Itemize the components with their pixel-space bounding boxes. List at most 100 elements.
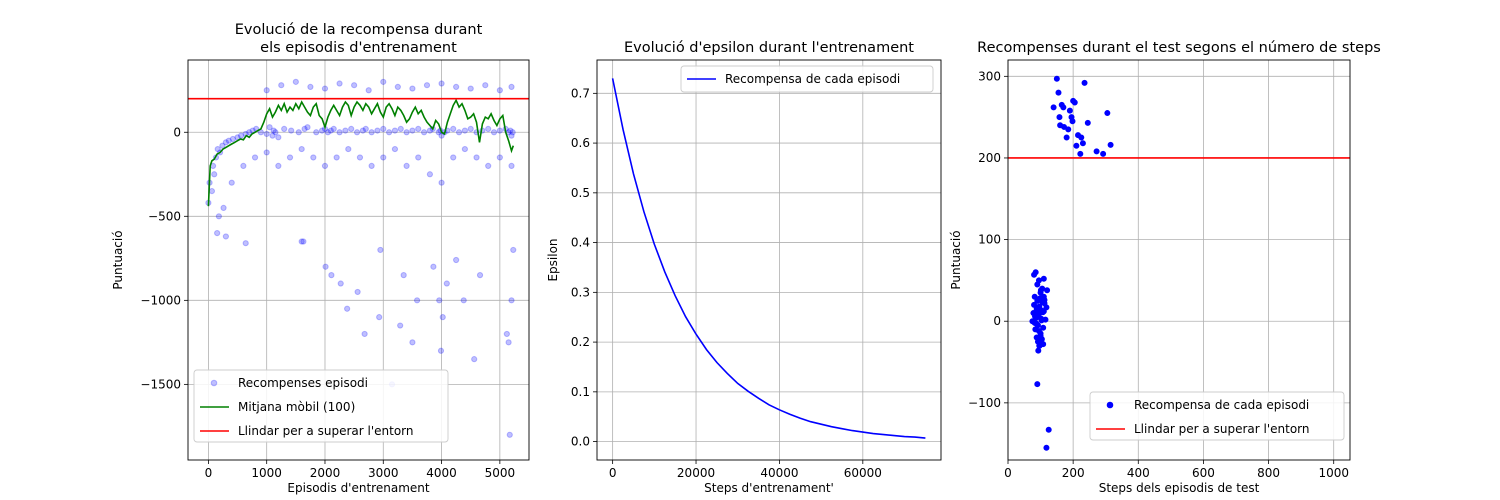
data-point	[307, 83, 314, 90]
data-point	[222, 139, 229, 146]
data-point	[420, 129, 428, 136]
data-point	[214, 145, 221, 153]
data-point	[507, 127, 514, 134]
data-point	[333, 154, 340, 161]
y-tick-label: 0	[993, 314, 1001, 328]
data-point	[272, 129, 279, 136]
data-point	[455, 129, 463, 136]
data-point	[380, 125, 387, 133]
data-point	[467, 85, 474, 92]
legend-box	[1089, 391, 1345, 441]
data-point	[510, 246, 517, 254]
data-point	[409, 85, 416, 92]
data-point	[1040, 275, 1047, 282]
data-point	[1066, 107, 1073, 114]
data-point	[1070, 97, 1077, 104]
data-point	[362, 125, 369, 133]
data-point	[430, 263, 437, 270]
y-tick-label: 0	[173, 125, 181, 139]
data-point	[242, 240, 249, 247]
data-point	[508, 83, 515, 90]
plot-area	[188, 78, 529, 438]
data-point	[439, 314, 446, 321]
data-point	[263, 87, 270, 94]
data-point	[337, 280, 344, 287]
data-point	[1053, 75, 1060, 82]
data-point	[275, 162, 282, 169]
data-point	[344, 305, 351, 312]
data-point	[437, 347, 445, 354]
data-point	[214, 230, 221, 237]
data-point	[473, 154, 480, 161]
data-point	[266, 124, 273, 131]
data-point	[1063, 134, 1070, 141]
data-point	[345, 145, 352, 153]
data-point	[359, 127, 366, 134]
data-point	[263, 149, 270, 156]
x-tick-label: 2000	[310, 466, 341, 480]
data-point	[1035, 277, 1042, 284]
data-point	[229, 135, 236, 143]
data-point	[321, 162, 329, 169]
data-point	[453, 83, 460, 90]
series-line	[207, 98, 515, 207]
y-tick-label: 0.6	[571, 136, 590, 150]
x-tick-label: 0	[1004, 466, 1012, 480]
data-point	[423, 82, 431, 89]
y-tick-label: 300	[978, 69, 1001, 83]
x-tick-label: 3000	[368, 466, 399, 480]
chart-title: Evolució de la recompensa durant	[235, 22, 483, 38]
data-point	[443, 280, 450, 287]
data-point	[322, 263, 329, 270]
data-point	[1060, 104, 1067, 111]
data-point	[438, 179, 445, 186]
data-point	[336, 129, 343, 136]
data-point	[1100, 150, 1107, 157]
y-tick-label: −500	[148, 209, 181, 223]
data-point	[1035, 328, 1042, 335]
y-tick-label: 0.3	[571, 285, 590, 299]
data-point	[1031, 319, 1038, 326]
data-point	[413, 297, 421, 304]
data-point	[397, 322, 404, 329]
legend-marker	[1106, 401, 1114, 409]
data-point	[1035, 312, 1042, 319]
x-tick-label: 1000	[251, 466, 282, 480]
legend: Recompenses episodi Mitjana mòbil (100) Ll…	[193, 369, 449, 443]
data-point	[1038, 317, 1045, 324]
data-point	[409, 127, 416, 134]
data-point	[376, 314, 383, 321]
data-point	[1043, 304, 1050, 311]
chart-1: 0 1000 2000 3000 4000 5000 −1500 −1000 −500 0 Epis…	[111, 22, 530, 495]
y-tick-label: −1000	[140, 293, 181, 307]
data-point	[288, 127, 295, 134]
data-point	[304, 124, 311, 131]
series-line	[611, 78, 926, 439]
data-point	[1034, 381, 1041, 388]
data-point	[318, 127, 326, 134]
y-tick-label: 0.2	[571, 335, 590, 349]
data-point	[368, 162, 375, 169]
data-point	[409, 339, 416, 346]
data-point	[403, 162, 410, 169]
data-point	[263, 130, 270, 138]
data-point	[380, 78, 387, 85]
data-point	[228, 179, 235, 186]
axes-frame	[596, 59, 942, 461]
data-point	[426, 127, 434, 134]
data-point	[508, 297, 515, 304]
chart-title: Evolució d'epsilon durant l'entrenament	[624, 40, 914, 56]
plot-area	[611, 78, 926, 439]
data-point	[327, 127, 334, 134]
legend-label: Recompensa de cada episodi	[725, 72, 900, 86]
legend: Recompensa de cada episodi Llindar per a …	[1089, 391, 1345, 441]
chart-3: 0 200 400 600 800 1000 −100 0 100 200 300 Steps del…	[949, 40, 1381, 495]
data-point	[215, 213, 222, 220]
data-point	[1079, 140, 1086, 147]
data-point	[281, 125, 288, 133]
data-point	[298, 145, 305, 153]
x-tick-label: 5000	[485, 466, 516, 480]
x-tick-label: 40000	[760, 466, 798, 480]
data-point	[351, 82, 358, 89]
